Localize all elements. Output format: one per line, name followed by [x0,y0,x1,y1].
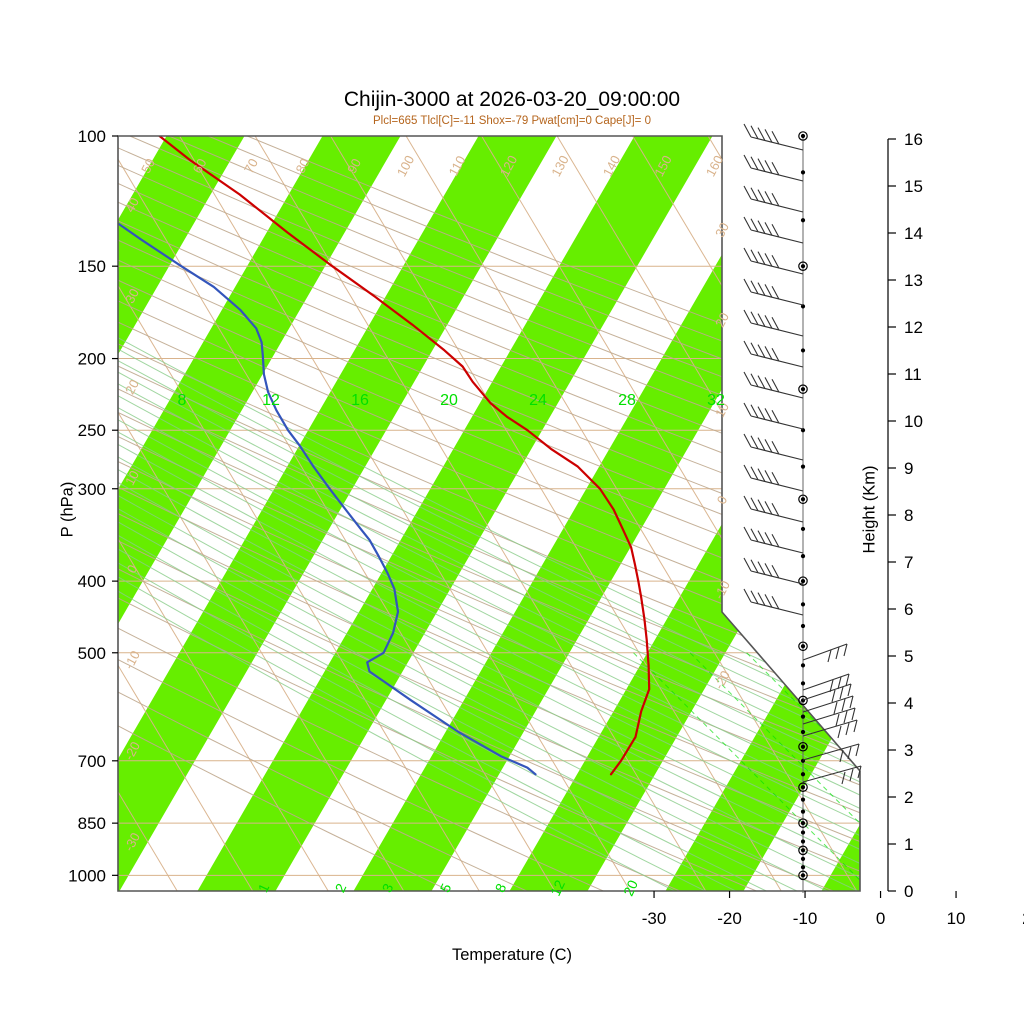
height-tick-label: 6 [904,600,913,619]
moist-adiabat-label: 24 [529,392,547,409]
page-title: Chijin-3000 at 2026-03-20_09:00:00 [343,88,681,111]
height-tick-label: 14 [904,224,923,243]
mixing-ratio-label: 12 [547,877,568,898]
x-axis-label: Temperature (C) [451,946,573,964]
height-tick-label: 0 [904,882,913,901]
pressure-tick-label: 1000 [68,866,106,885]
dry-adiabat-label-left: 10 [122,468,142,488]
temperature-tick-label: 0 [876,909,885,928]
height-tick-label: 5 [904,647,913,666]
pressure-tick-label: 250 [78,421,106,440]
height-tick-label: 2 [904,788,913,807]
isotherm-label-right: 20 [712,310,732,330]
temperature-tick-label: 10 [947,909,966,928]
pressure-tick-label: 300 [78,480,106,499]
height-tick-label: 16 [904,130,923,149]
pressure-tick-label: 200 [78,350,106,369]
height-tick-label: 7 [904,553,913,572]
height-tick-label: 8 [904,506,913,525]
mixing-ratio-label: 2 [332,881,350,895]
sounding-profile-curves [118,136,651,776]
dry-adiabat-label: 50 [138,156,158,176]
dry-adiabat-label: 130 [548,153,571,179]
height-tick-label: 1 [904,835,913,854]
pressure-tick-label: 500 [78,644,106,663]
wind-barb-panel [743,123,862,893]
pressure-tick-label: 400 [78,572,106,591]
dry-adiabat-label-left: -10 [121,648,143,672]
moist-adiabat-label: 20 [440,392,458,409]
height-tick-label: 13 [904,271,923,290]
moist-adiabat-label: 8 [178,392,187,409]
moist-adiabat-label: 16 [351,392,369,409]
pressure-tick-label: 150 [78,257,106,276]
dry-adiabat-label-left: 40 [122,195,142,215]
height-tick-label: 10 [904,412,923,431]
height-tick-label: 9 [904,459,913,478]
pressure-tick-label: 100 [78,127,106,146]
height-tick-label: 15 [904,177,923,196]
height-tick-label: 4 [904,694,913,713]
temperature-tick-label: -30 [642,909,667,928]
mixing-ratio-label: 5 [437,881,455,895]
dry-adiabat-label: 90 [344,156,364,176]
height-tick-label: 11 [904,365,922,384]
mixing-ratio-label: 8 [492,881,510,895]
isotherm-label-right: 30 [712,220,732,240]
temperature-tick-label: -10 [793,909,818,928]
moist-adiabat-label: 28 [618,392,636,409]
dry-adiabat-label-left: 30 [122,286,142,306]
temperature-tick-label: 20 [1022,909,1024,928]
moist-adiabat-label: 12 [262,392,280,409]
moist-adiabat-label: 32 [707,392,725,409]
height-tick-label: 3 [904,741,913,760]
mixing-ratio-label: 20 [620,877,641,898]
temperature-tick-label: -20 [717,909,742,928]
dry-adiabat-label: 80 [293,156,313,176]
height-tick-label: 12 [904,318,923,337]
dry-adiabat-label: 60 [190,156,210,176]
sounding-indices-subtitle: Plcl=665 Tlcl[C]=-11 Shox=-79 Pwat[cm]=0… [373,115,651,127]
isotherm-label-right: 10 [712,400,732,420]
dry-adiabat-label-left: 20 [122,377,142,397]
dry-adiabat-label: 70 [241,156,261,176]
dry-adiabat-label: 100 [394,153,417,179]
pressure-tick-label: 850 [78,814,106,833]
pressure-tick-label: 700 [78,752,106,771]
